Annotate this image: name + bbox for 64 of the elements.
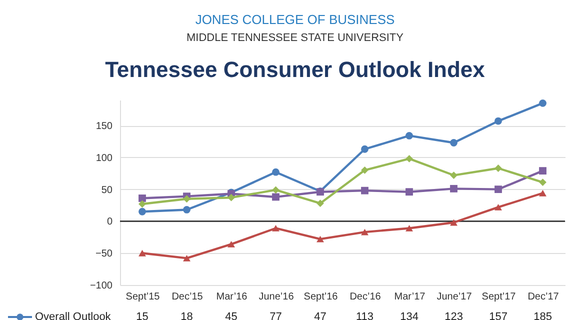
point bbox=[183, 195, 190, 203]
data-label: 134 bbox=[400, 311, 418, 320]
data-label: 113 bbox=[356, 311, 374, 320]
x-tick-label: Mar’16 bbox=[216, 292, 248, 302]
point bbox=[494, 164, 502, 172]
point bbox=[183, 206, 190, 214]
point bbox=[539, 167, 546, 175]
text: JONES COLLEGE OF BUSINESS bbox=[195, 12, 396, 27]
x-tick-label: Sept’17 bbox=[482, 292, 516, 302]
point bbox=[406, 132, 413, 140]
point bbox=[228, 194, 235, 202]
point bbox=[539, 178, 546, 186]
y-tick-label: 50 bbox=[101, 184, 113, 196]
x-tick-label: Dec’16 bbox=[350, 292, 382, 302]
data-label: 18 bbox=[180, 311, 193, 320]
x-tick-label: Dec’15 bbox=[172, 292, 204, 302]
point bbox=[272, 186, 280, 194]
point bbox=[361, 228, 368, 236]
point bbox=[316, 236, 324, 242]
y-tick-label: −50 bbox=[96, 248, 113, 260]
data-label: 157 bbox=[489, 311, 508, 320]
x-tick-label: June’16 bbox=[258, 292, 294, 302]
point bbox=[494, 204, 502, 210]
point bbox=[406, 154, 413, 162]
point bbox=[539, 99, 546, 107]
data-label: 185 bbox=[534, 311, 552, 320]
y-tick-label: 0 bbox=[106, 216, 113, 228]
chart-title: Tennessee Consumer Outlook Index bbox=[105, 57, 486, 82]
point bbox=[539, 190, 546, 196]
point bbox=[138, 250, 146, 256]
point bbox=[272, 168, 280, 176]
point bbox=[450, 184, 458, 192]
data-label: 77 bbox=[270, 311, 282, 320]
point bbox=[450, 172, 458, 179]
point bbox=[450, 139, 458, 146]
x-tick-label: Sept’16 bbox=[304, 292, 338, 302]
point bbox=[361, 186, 368, 194]
y-tick-label: 100 bbox=[96, 152, 113, 164]
point bbox=[183, 254, 190, 262]
point bbox=[228, 240, 235, 248]
point bbox=[361, 145, 368, 153]
point bbox=[406, 188, 413, 196]
point bbox=[494, 186, 502, 194]
point bbox=[138, 208, 146, 216]
legend-label: Overall Outlook bbox=[35, 311, 112, 320]
x-tick-label: Mar’17 bbox=[394, 292, 426, 302]
point bbox=[138, 194, 146, 202]
point bbox=[272, 193, 280, 201]
point bbox=[361, 166, 368, 174]
point bbox=[406, 225, 413, 232]
y-tick-label: −100 bbox=[90, 280, 113, 292]
data-label: 123 bbox=[444, 311, 463, 320]
point bbox=[316, 200, 324, 208]
point bbox=[272, 225, 280, 232]
data-label: 47 bbox=[314, 311, 326, 320]
point bbox=[494, 117, 502, 125]
y-tick-label: 150 bbox=[96, 121, 113, 132]
x-tick-label: Dec’17 bbox=[528, 292, 560, 302]
data-label: 45 bbox=[225, 311, 238, 320]
x-tick-label: Sept’15 bbox=[126, 292, 160, 302]
x-tick-label: June’17 bbox=[436, 292, 472, 302]
data-label: 15 bbox=[136, 311, 148, 320]
point bbox=[450, 219, 458, 226]
text: MIDDLE TENNESSEE STATE UNIVERSITY bbox=[186, 32, 404, 44]
